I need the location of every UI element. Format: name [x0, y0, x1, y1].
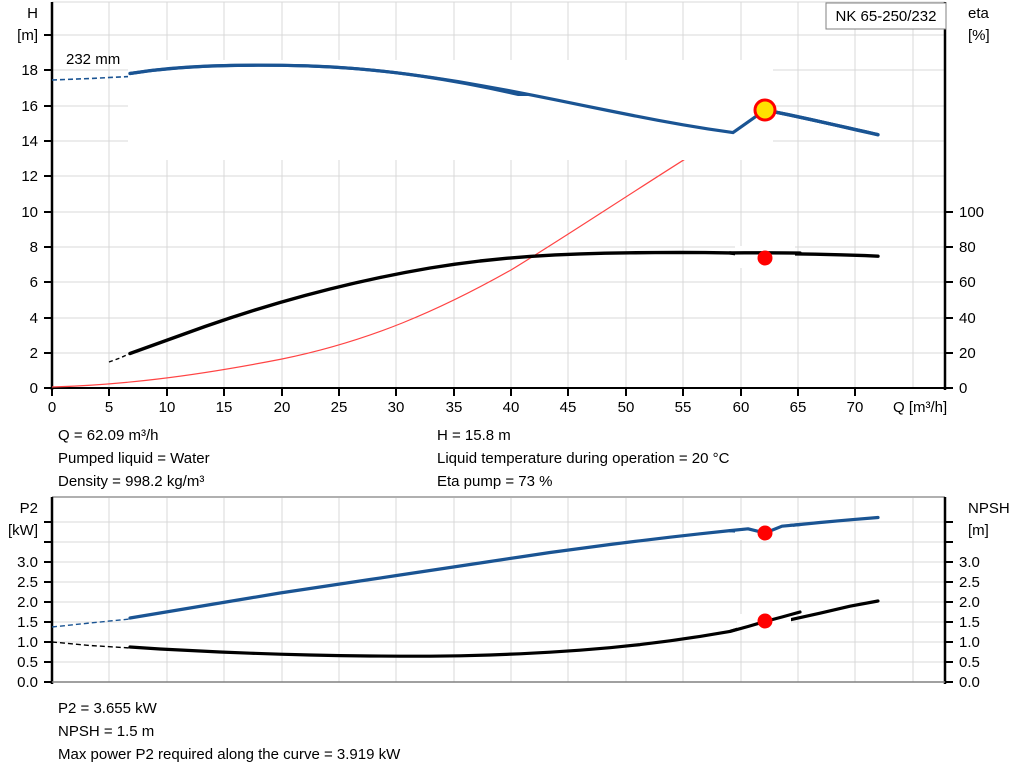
info-p2: P2 = 3.655 kW: [58, 700, 158, 717]
info-npsh: NPSH = 1.5 m: [58, 723, 154, 740]
eta-tick-20: 20: [959, 345, 976, 362]
q-tick-50: 50: [618, 399, 635, 416]
h-tick-4: 4: [30, 310, 38, 327]
top-left-axis-title-line1: H: [27, 5, 38, 22]
eta-curve-extrapolation: [108, 352, 131, 363]
top-right-axis-title-line1: eta: [968, 5, 990, 22]
model-label: NK 65-250/232: [836, 8, 937, 25]
npsh-tick-2_0: 2.0: [959, 594, 980, 611]
q-axis-title: Q [m³/h]: [893, 399, 947, 416]
h-tick-12: 12: [21, 168, 38, 185]
p2-tick-2_0: 2.0: [17, 594, 38, 611]
top-chart: 0 2 4 6 8 10 12 14 16 18 H [m] 0 20 40 6…: [17, 1, 990, 416]
q-tick-65: 65: [790, 399, 807, 416]
bottom-right-axis-title-line2: [m]: [968, 522, 989, 539]
npsh-duty-point-marker[interactable]: [757, 613, 773, 629]
h-tick-14: 14: [21, 133, 38, 150]
top-left-axis-title-line2: [m]: [17, 27, 38, 44]
p2-tick-0_5: 0.5: [17, 654, 38, 671]
q-tick-10: 10: [159, 399, 176, 416]
p2-tick-2_5: 2.5: [17, 574, 38, 591]
eta-duty-point-marker[interactable]: [757, 250, 773, 266]
npsh-tick-0_0: 0.0: [959, 674, 980, 691]
bottom-right-ticks: [945, 521, 953, 683]
npsh-tick-1_0: 1.0: [959, 634, 980, 651]
info-q: Q = 62.09 m³/h: [58, 427, 158, 444]
system-duty-curve: [51, 109, 766, 388]
q-tick-55: 55: [675, 399, 692, 416]
h-tick-18: 18: [21, 62, 38, 79]
npsh-tick-1_5: 1.5: [959, 614, 980, 631]
duty-info-top-block: Q = 62.09 m³/h Pumped liquid = Water Den…: [58, 427, 730, 490]
p2-tick-0_0: 0.0: [17, 674, 38, 691]
info-max-power: Max power P2 required along the curve = …: [58, 746, 401, 763]
info-eta: Eta pump = 73 %: [437, 473, 553, 490]
p2-tick-3_0: 3.0: [17, 554, 38, 571]
p2-duty-point-marker[interactable]: [757, 525, 773, 541]
duty-info-bottom-block: P2 = 3.655 kW NPSH = 1.5 m Max power P2 …: [58, 700, 401, 763]
bottom-right-axis-title-line1: NPSH: [968, 500, 1010, 517]
npsh-tick-0_5: 0.5: [959, 654, 980, 671]
bottom-left-axis-title-line2: [kW]: [8, 522, 38, 539]
top-right-ticks: [945, 211, 953, 389]
head-duty-point-marker[interactable]: [753, 98, 777, 122]
q-tick-0: 0: [48, 399, 56, 416]
info-liquid: Pumped liquid = Water: [58, 450, 210, 467]
p2-tick-1_0: 1.0: [17, 634, 38, 651]
q-tick-45: 45: [560, 399, 577, 416]
q-tick-60: 60: [733, 399, 750, 416]
info-h: H = 15.8 m: [437, 427, 511, 444]
h-tick-2: 2: [30, 345, 38, 362]
q-tick-40: 40: [503, 399, 520, 416]
eta-tick-100: 100: [959, 204, 984, 221]
h-tick-10: 10: [21, 204, 38, 221]
top-x-ticks: [51, 388, 856, 396]
bottom-left-axis-title-line1: P2: [20, 500, 38, 517]
info-density: Density = 998.2 kg/m³: [58, 473, 204, 490]
h-tick-16: 16: [21, 98, 38, 115]
q-tick-5: 5: [105, 399, 113, 416]
npsh-tick-2_5: 2.5: [959, 574, 980, 591]
npsh-curve-extrapolation: [51, 641, 131, 649]
impeller-diameter-label: 232 mm: [66, 51, 120, 68]
top-left-ticks: [44, 34, 52, 389]
power-curve-extrapolation: [51, 618, 131, 628]
q-tick-25: 25: [331, 399, 348, 416]
model-label-box: [825, 2, 947, 30]
bottom-chart-gridlines: [52, 497, 945, 682]
bottom-chart: 0.0 0.5 1.0 1.5 2.0 2.5 3.0 P2 [kW] 0.0 …: [8, 496, 1010, 691]
q-tick-15: 15: [216, 399, 233, 416]
head-curve-artifact-mask: [400, 96, 770, 131]
h-tick-8: 8: [30, 239, 38, 256]
h-tick-6: 6: [30, 274, 38, 291]
info-temperature: Liquid temperature during operation = 20…: [437, 450, 730, 467]
eta-tick-80: 80: [959, 239, 976, 256]
q-tick-35: 35: [446, 399, 463, 416]
q-tick-30: 30: [388, 399, 405, 416]
h-tick-0: 0: [30, 380, 38, 397]
bottom-left-ticks: [44, 521, 52, 683]
top-right-axis-title-line2: [%]: [968, 27, 990, 44]
eta-tick-60: 60: [959, 274, 976, 291]
npsh-tick-3_0: 3.0: [959, 554, 980, 571]
q-tick-20: 20: [274, 399, 291, 416]
q-tick-70: 70: [847, 399, 864, 416]
eta-tick-0: 0: [959, 380, 967, 397]
head-curve-extrapolation: [51, 75, 131, 81]
p2-tick-1_5: 1.5: [17, 614, 38, 631]
eta-tick-40: 40: [959, 310, 976, 327]
